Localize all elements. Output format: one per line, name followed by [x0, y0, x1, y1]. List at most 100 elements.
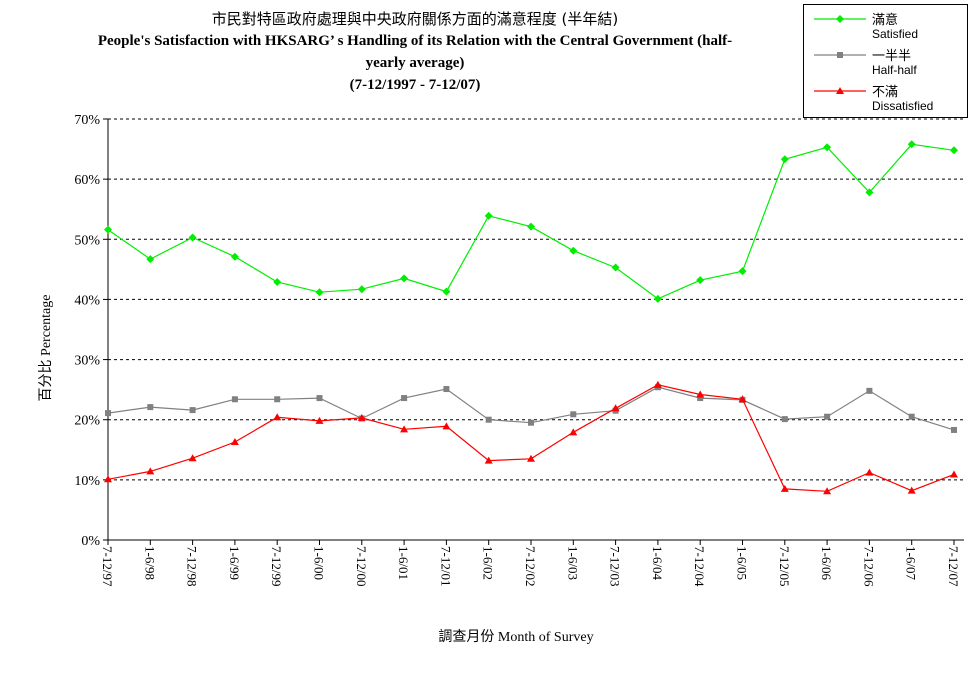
axes — [103, 118, 964, 545]
data-point-dissatisfied — [865, 468, 874, 476]
data-point-satisfied — [865, 188, 874, 197]
x-axis-label: 調查月份 Month of Survey — [438, 629, 593, 645]
x-tick-label: 7-12/03 — [608, 546, 623, 586]
x-tick-label: 1-6/99 — [227, 546, 242, 580]
data-point-half-half — [951, 426, 957, 433]
x-tick-label: 1-6/04 — [650, 546, 665, 580]
data-point-satisfied — [442, 287, 451, 296]
data-point-dissatisfied — [950, 470, 958, 478]
x-tick-label: 1-6/03 — [565, 546, 580, 580]
data-point-dissatisfied — [780, 484, 789, 492]
data-point-half-half — [866, 387, 873, 394]
data-point-half-half — [401, 395, 408, 402]
chart-title: 市民對特區政府處理與中央政府關係方面的滿意程度 (半年結) — [211, 10, 619, 28]
data-point-half-half — [570, 411, 577, 418]
data-point-half-half — [824, 413, 831, 420]
data-point-half-half — [528, 419, 534, 426]
chart-subtitle-line2: yearly average) — [365, 55, 465, 71]
x-tick-label: 1-6/07 — [904, 546, 919, 580]
data-point-dissatisfied — [569, 428, 578, 436]
y-tick-label: 50% — [74, 233, 100, 248]
data-point-half-half — [781, 416, 788, 423]
series-line-satisfied — [107, 143, 955, 300]
data-point-satisfied — [527, 222, 535, 231]
x-tick-label: 7-12/01 — [438, 546, 453, 586]
data-point-dissatisfied — [273, 413, 282, 421]
series-group — [104, 140, 958, 495]
gridlines — [108, 118, 964, 481]
data-point-satisfied — [273, 277, 282, 286]
legend-label-halfhalf-zh: 一半半 — [872, 49, 912, 64]
y-tick-label: 30% — [74, 354, 100, 369]
data-point-dissatisfied — [188, 454, 197, 462]
data-point-half-half — [189, 407, 196, 414]
x-tick-label: 1-6/06 — [819, 546, 834, 580]
data-point-dissatisfied — [357, 413, 366, 421]
data-point-dissatisfied — [738, 395, 747, 403]
x-tick-label: 1-6/01 — [396, 546, 411, 580]
data-point-half-half — [443, 386, 450, 393]
data-point-half-half — [274, 396, 281, 403]
data-point-dissatisfied — [104, 475, 112, 483]
data-point-satisfied — [950, 146, 958, 155]
data-point-satisfied — [569, 246, 578, 255]
data-point-dissatisfied — [696, 390, 705, 398]
data-point-satisfied — [653, 294, 662, 303]
legend-swatch-dissatisfied — [814, 87, 866, 94]
data-point-half-half — [316, 395, 323, 402]
data-point-dissatisfied — [442, 422, 451, 430]
chart-title-block: 市民對特區政府處理與中央政府關係方面的滿意程度 (半年結) People's S… — [20, 8, 810, 96]
y-tick-label: 60% — [74, 173, 100, 188]
legend-label-satisfied-en: Satisfied — [872, 27, 919, 41]
data-point-dissatisfied — [527, 454, 535, 462]
data-point-dissatisfied — [653, 380, 662, 388]
y-tick-label: 10% — [74, 474, 100, 489]
x-tick-label: 1-6/05 — [735, 546, 750, 580]
data-point-dissatisfied — [315, 416, 324, 424]
chart-subtitle-line1: People's Satisfaction with HKSARG’ s Han… — [97, 33, 733, 49]
data-point-dissatisfied — [484, 456, 493, 464]
data-point-half-half — [697, 395, 704, 402]
data-point-satisfied — [696, 276, 705, 285]
data-point-half-half — [908, 413, 915, 420]
data-point-dissatisfied — [611, 404, 620, 412]
x-tick-label: 7-12/04 — [692, 546, 707, 587]
legend: 滿意 Satisfied 一半半 Half-half 不滿 Dissatisfi… — [803, 4, 968, 118]
data-point-dissatisfied — [146, 467, 155, 475]
data-point-satisfied — [400, 274, 409, 283]
legend-swatch-satisfied — [814, 15, 866, 23]
x-tick-label: 1-6/98 — [142, 546, 157, 580]
data-point-half-half — [485, 416, 492, 423]
data-point-dissatisfied — [230, 437, 239, 445]
chart-period: (7-12/1997 - 7-12/07) — [349, 77, 481, 93]
x-tick-label: 7-12/98 — [185, 546, 200, 586]
legend-label-halfhalf-en: Half-half — [872, 63, 917, 77]
data-point-half-half — [231, 396, 238, 403]
data-point-satisfied — [315, 288, 324, 297]
data-point-satisfied — [188, 233, 197, 242]
legend-item-satisfied: 滿意 Satisfied — [810, 9, 965, 45]
data-point-satisfied — [823, 143, 832, 152]
legend-label-dissatisfied-zh: 不滿 — [872, 85, 899, 100]
x-tick-label: 1-6/02 — [481, 546, 496, 580]
x-tick-label: 7-12/07 — [946, 546, 961, 587]
y-tick-label: 20% — [74, 414, 100, 429]
legend-swatch-halfhalf — [814, 52, 866, 58]
x-tick-label: 1-6/00 — [312, 546, 327, 580]
y-tick-label: 40% — [74, 293, 100, 308]
x-tick-label: 7-12/97 — [100, 546, 115, 587]
y-tick-label: 0% — [81, 534, 100, 549]
data-point-satisfied — [611, 263, 620, 272]
data-point-half-half — [147, 404, 154, 411]
x-tick-label: 7-12/06 — [861, 546, 876, 587]
data-point-satisfied — [104, 225, 112, 234]
x-tick-labels: 7-12/97 1-6/98 7-12/98 1-6/99 7-12/99 1-6/00 7… — [100, 546, 961, 587]
data-point-dissatisfied — [400, 425, 409, 433]
legend-label-satisfied-zh: 滿意 — [872, 13, 899, 28]
y-axis-label: 百分比 Percentage — [38, 295, 54, 402]
data-point-satisfied — [146, 255, 155, 264]
y-tick-labels: 0% 10% 20% 30% 40% 50% 60% 70% — [74, 113, 100, 549]
data-point-satisfied — [484, 211, 493, 220]
data-point-half-half — [105, 410, 111, 417]
